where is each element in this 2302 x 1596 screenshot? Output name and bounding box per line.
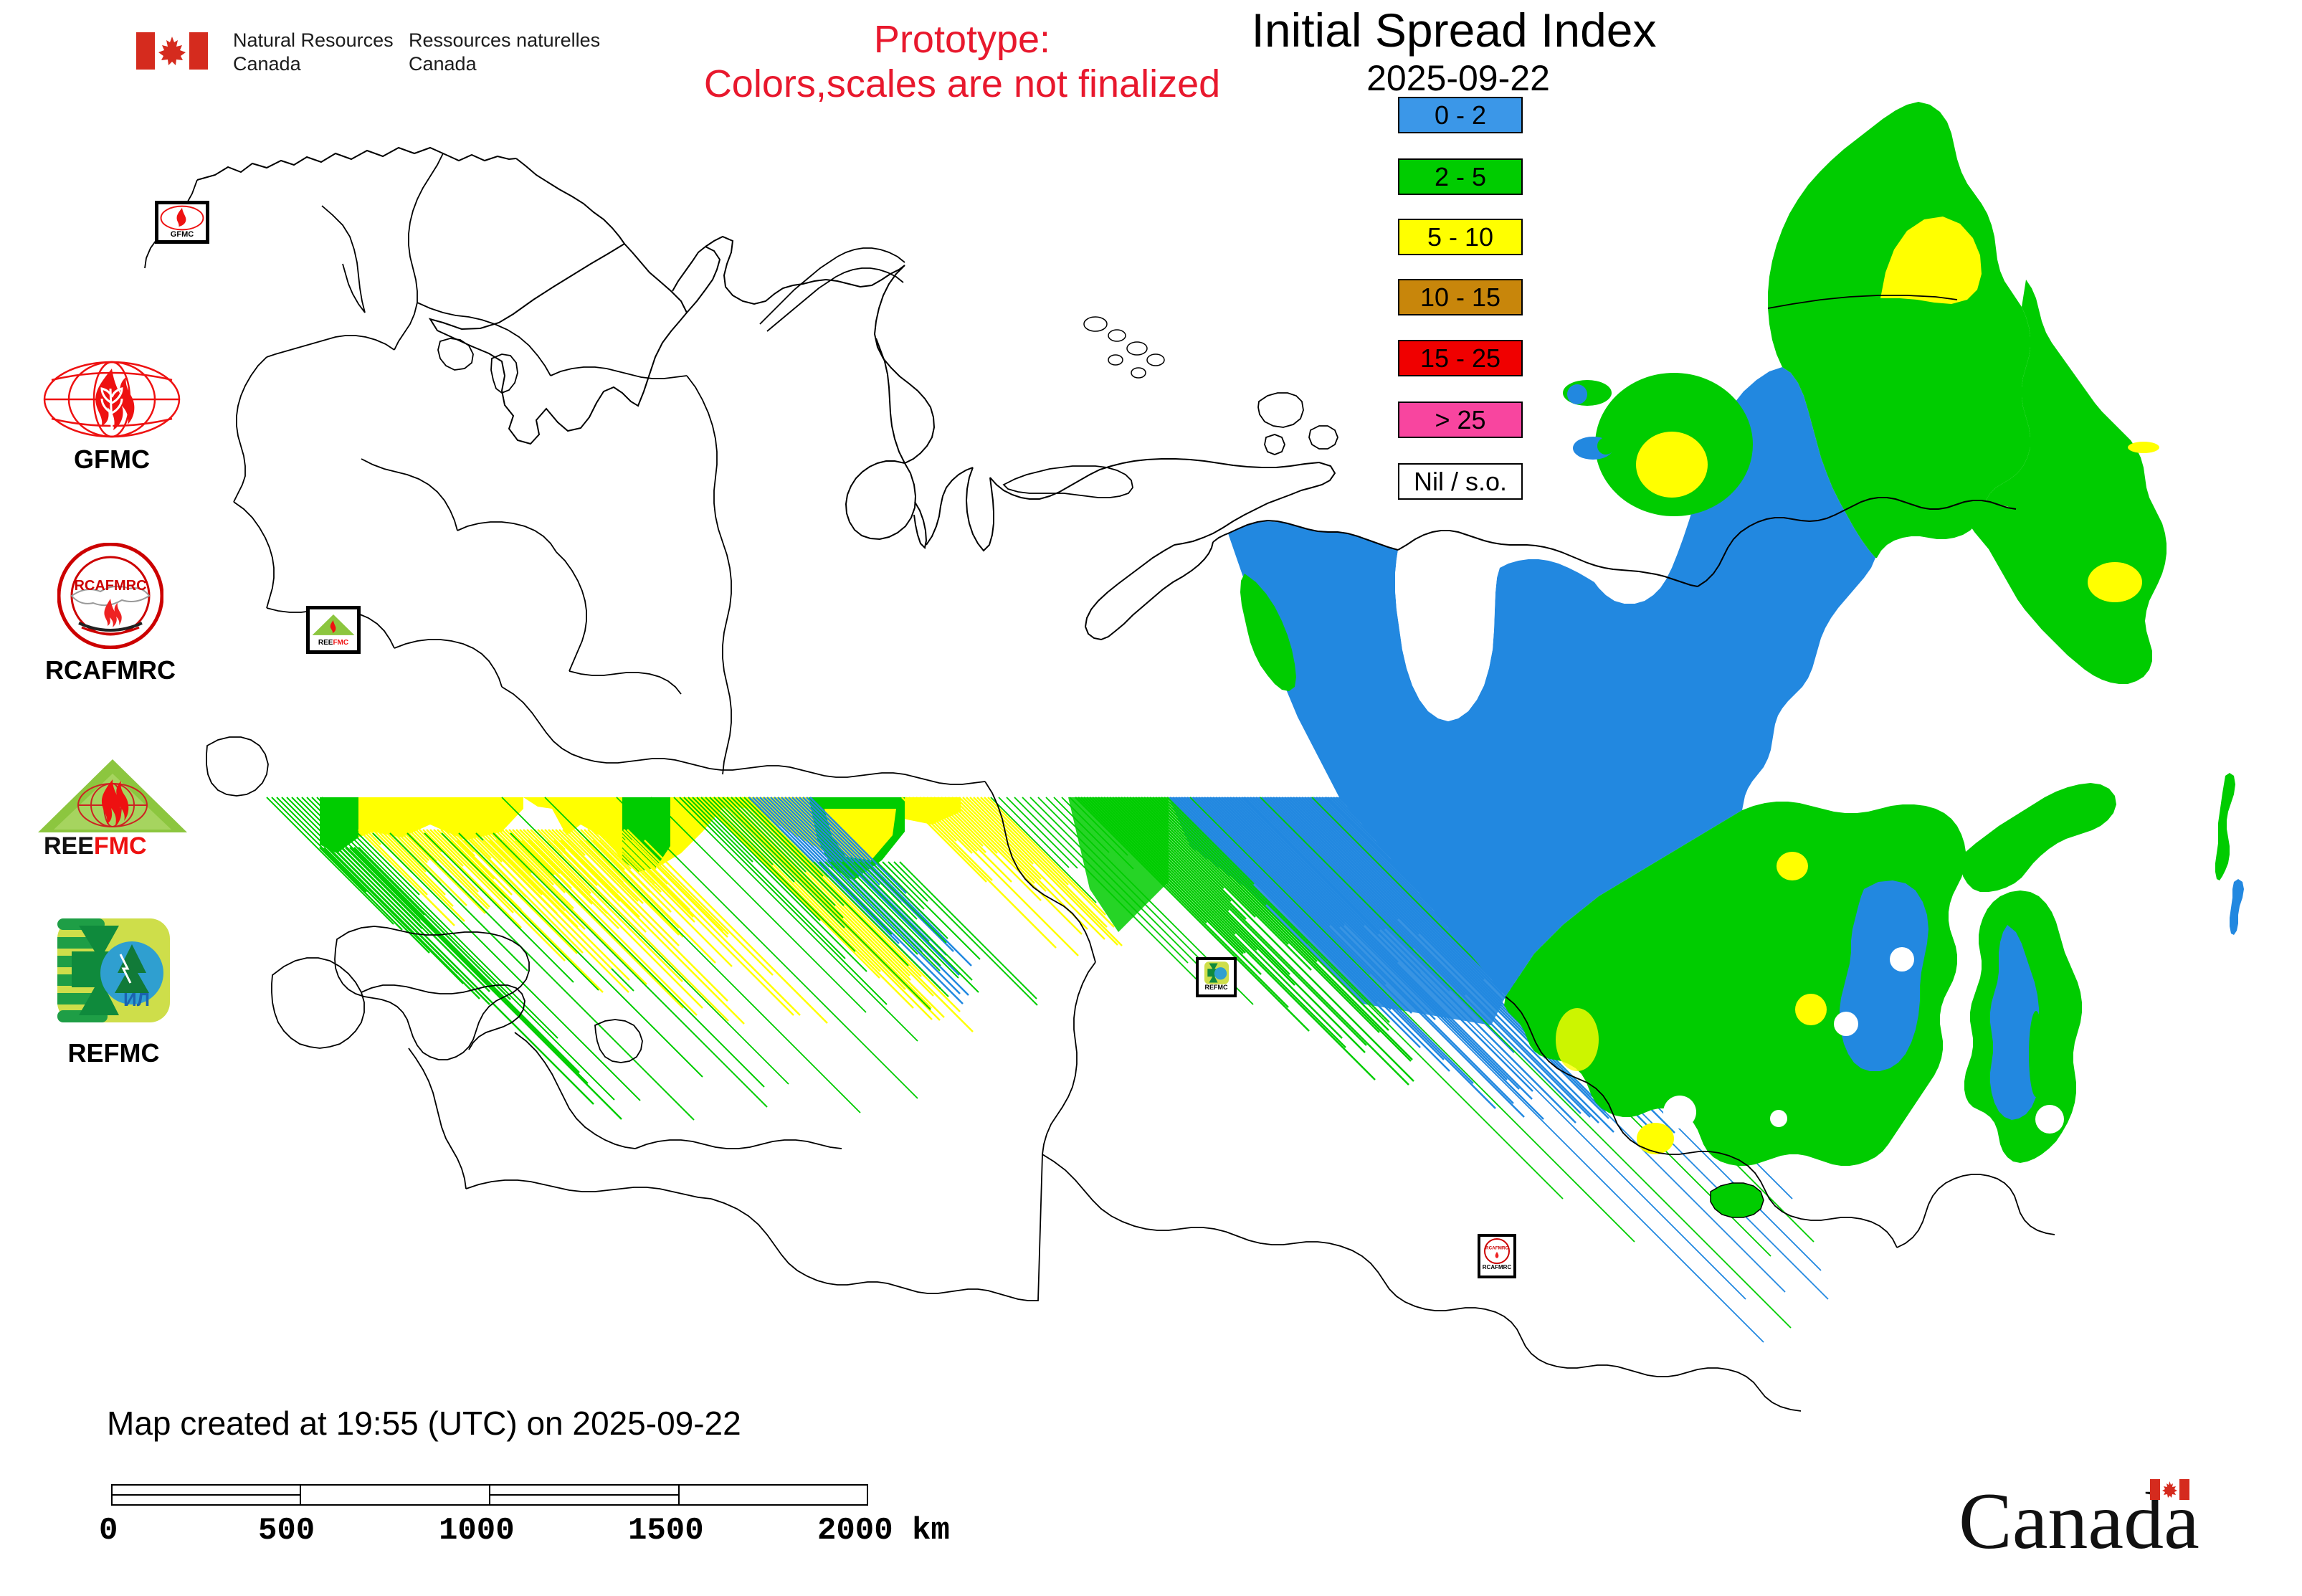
svg-text:ИЛ: ИЛ bbox=[123, 989, 150, 1010]
svg-text:REEFMC: REEFMC bbox=[44, 832, 147, 858]
svg-text:RCAFMRC: RCAFMRC bbox=[74, 578, 146, 594]
svg-text:RCAFMRC: RCAFMRC bbox=[1485, 1246, 1508, 1251]
